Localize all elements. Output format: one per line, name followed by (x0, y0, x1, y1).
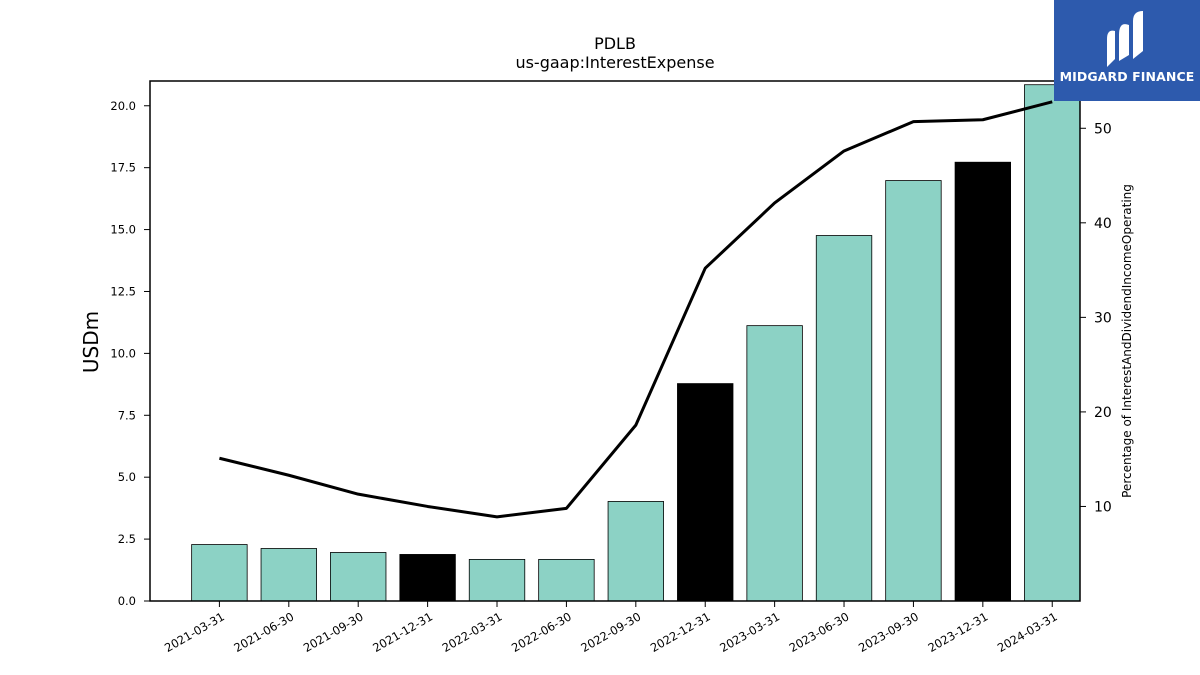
bar (191, 544, 248, 602)
series-line (219, 100, 1053, 519)
x-tick-label: 2021-12-31 (370, 609, 435, 655)
bar (954, 161, 1011, 602)
y2-tick-label: 10 (1094, 499, 1112, 515)
bar (1024, 84, 1081, 602)
logo-mark-icon (1107, 11, 1143, 67)
y-tick-label: 12.5 (110, 284, 136, 298)
bar (468, 559, 526, 602)
x-tick-label: 2022-09-30 (578, 609, 643, 655)
plot-frame (149, 80, 1081, 602)
bar (746, 325, 803, 602)
x-tick-label: 2023-03-31 (717, 609, 782, 655)
y-tick-label: 17.5 (110, 161, 136, 175)
y2-tick-label: 40 (1094, 216, 1112, 232)
y2-tick-label: 50 (1094, 121, 1112, 137)
y-tick-label: 0.0 (118, 594, 136, 608)
bar (330, 552, 387, 602)
logo-text: MIDGARD FINANCE (1059, 69, 1195, 84)
y2-axis-label: Percentage of InterestAndDividendIncomeO… (1120, 184, 1134, 498)
x-tick-label: 2023-06-30 (787, 609, 852, 655)
x-tick-label: 2022-12-31 (648, 609, 713, 655)
x-tick-label: 2024-03-31 (995, 609, 1060, 655)
chart-subtitle: us-gaap:InterestExpense (515, 53, 714, 72)
bar (885, 180, 942, 602)
x-tick-label: 2021-09-30 (301, 609, 366, 655)
x-tick-label: 2022-06-30 (509, 609, 574, 655)
bar (399, 554, 456, 602)
x-tick-label: 2021-03-31 (162, 609, 227, 655)
bar (815, 235, 873, 602)
y-tick-label: 20.0 (110, 99, 136, 113)
y-tick-label: 10.0 (110, 346, 136, 360)
y-tick-label: 7.5 (118, 408, 136, 422)
midgard-finance-logo: MIDGARD FINANCE (1054, 0, 1200, 101)
y-tick-label: 5.0 (118, 470, 136, 484)
x-tick-label: 2021-06-30 (231, 609, 296, 655)
chart-title: PDLB (594, 34, 636, 53)
y-tick-label: 15.0 (110, 223, 136, 237)
bar (538, 559, 595, 602)
x-tick-label: 2022-03-31 (440, 609, 505, 655)
y-axis-label: USDm (79, 311, 103, 373)
y-tick-label: 2.5 (118, 532, 136, 546)
bar (260, 548, 317, 602)
y2-tick-label: 30 (1094, 310, 1112, 326)
bar (607, 501, 664, 602)
bar (677, 383, 734, 602)
x-tick-label: 2023-09-30 (856, 609, 921, 655)
y2-tick-label: 20 (1094, 405, 1112, 421)
x-tick-label: 2023-12-31 (925, 609, 990, 655)
